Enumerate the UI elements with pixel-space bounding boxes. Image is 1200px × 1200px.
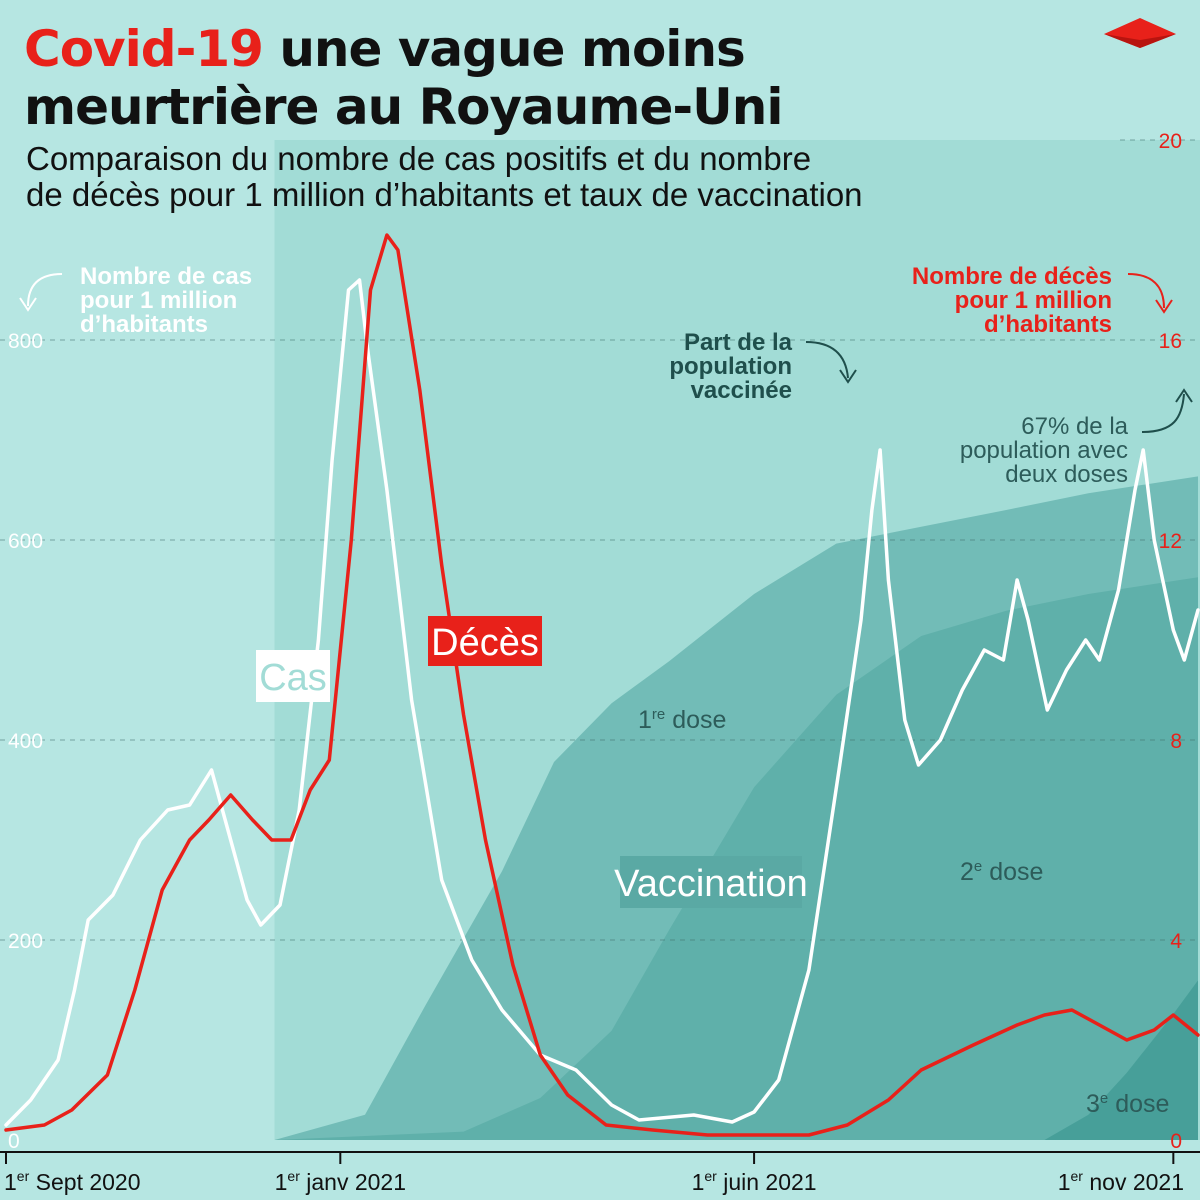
y-right-tick-label: 8: [1170, 730, 1182, 753]
dose3-label: 3e dose: [1086, 1090, 1169, 1118]
y-axis-ticks: 0 200 400 600 800 0 4 8 12 16 20: [8, 130, 1182, 1153]
grid-lines: [0, 139, 1200, 941]
cases-tag-text: Cas: [259, 657, 327, 699]
title-highlight: Covid-19: [24, 20, 263, 78]
x-tick-label: 1er Sept 2020: [4, 1168, 141, 1195]
two-doses-line2: population avec: [960, 437, 1128, 464]
x-tick-label: 1er janv 2021: [275, 1168, 406, 1195]
y-left-tick-label: 600: [8, 530, 43, 553]
vaccinated-annotation-line2: population: [669, 353, 792, 380]
dose3-area: [1044, 980, 1198, 1140]
y-right-tick-label: 16: [1159, 330, 1182, 353]
deaths-arrow-icon: [1127, 273, 1165, 309]
deaths-axis-annotation: Nombre de décès pour 1 million d’habitan…: [912, 263, 1173, 338]
y-left-tick-label: 800: [8, 330, 43, 353]
x-axis-band: [0, 1150, 1200, 1200]
vaccination-tag-text: Vaccination: [614, 863, 808, 905]
subtitle-line2: de décès pour 1 million d’habitants et t…: [26, 176, 863, 213]
title-rest: une vague moins: [263, 20, 745, 78]
chart-title-line1: Covid-19 une vague moins: [24, 20, 745, 78]
cases-arrow-icon: [27, 273, 63, 307]
cases-tag: Cas: [256, 650, 330, 702]
cases-annotation-line1: Nombre de cas: [80, 263, 252, 290]
deaths-tag-text: Décès: [431, 622, 539, 664]
cases-line: [4, 278, 1200, 1127]
y-left-tick-label: 200: [8, 930, 43, 953]
vaccinated-arrow-icon: [805, 341, 849, 379]
vaccinated-annotation: Part de la population vaccinée: [669, 329, 857, 404]
two-doses-arrow-icon: [1141, 393, 1185, 433]
y-right-tick-label: 20: [1159, 130, 1182, 153]
x-axis: 1er Sept 2020 1er janv 2021 1er juin 2021 1…: [0, 1150, 1200, 1200]
cases-axis-annotation: Nombre de cas pour 1 million d’habitants: [19, 263, 252, 338]
y-left-tick-label: 0: [8, 1130, 20, 1153]
vaccination-areas: [274, 140, 1200, 1140]
x-tick-label: 1er nov 2021: [1058, 1168, 1184, 1195]
subtitle-line1: Comparaison du nombre de cas positifs et…: [26, 140, 811, 177]
dose2-label: 2e dose: [960, 858, 1043, 886]
two-doses-line3: deux doses: [1005, 461, 1128, 488]
y-right-tick-label: 0: [1170, 1130, 1182, 1153]
dose1-label: 1re dose: [638, 706, 726, 734]
deaths-tag: Décès: [428, 616, 542, 666]
x-tick-label: 1er juin 2021: [692, 1168, 817, 1195]
cases-annotation-line3: d’habitants: [80, 311, 208, 338]
deaths-annotation-line2: pour 1 million: [955, 287, 1112, 314]
deaths-line: [4, 233, 1200, 1137]
cases-annotation-line2: pour 1 million: [80, 287, 237, 314]
two-doses-annotation: 67% de la population avec deux doses: [960, 388, 1193, 488]
vaccination-tag: Vaccination: [614, 856, 808, 908]
cases-series: [4, 278, 1200, 1127]
chart-title-line2: meurtrière au Royaume-Uni: [24, 78, 782, 136]
deaths-annotation-line1: Nombre de décès: [912, 263, 1112, 290]
vaccinated-annotation-line1: Part de la: [684, 329, 793, 356]
y-right-tick-label: 4: [1170, 930, 1182, 953]
vaccinated-annotation-line3: vaccinée: [691, 377, 792, 404]
two-doses-line1: 67% de la: [1021, 413, 1128, 440]
y-left-tick-label: 400: [8, 730, 43, 753]
deaths-series: [4, 233, 1200, 1137]
deaths-annotation-line3: d’habitants: [984, 311, 1112, 338]
y-right-tick-label: 12: [1159, 530, 1182, 553]
diamond-logo: [1104, 18, 1176, 48]
